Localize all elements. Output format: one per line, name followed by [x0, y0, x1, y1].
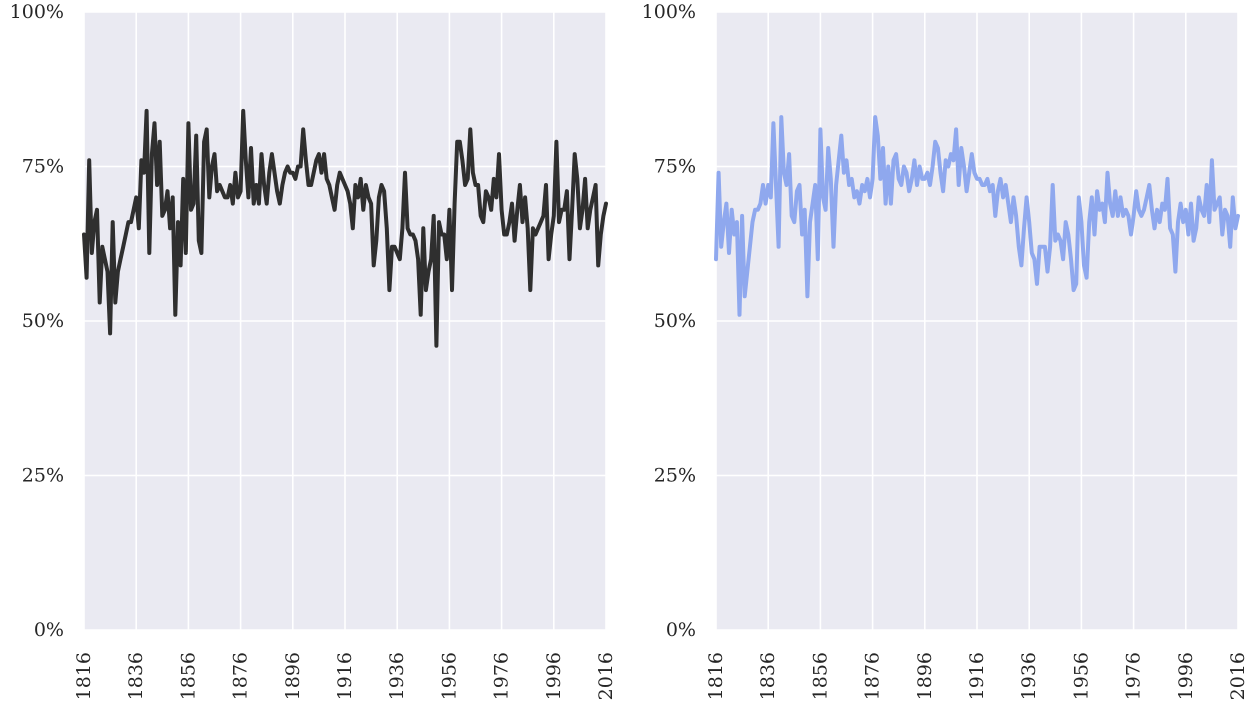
series-line	[82, 108, 608, 348]
series-line	[714, 115, 1240, 317]
x-tick-label: 1956	[438, 652, 460, 700]
x-tick-label: 1816	[73, 652, 95, 700]
x-tick-label: 1836	[125, 652, 147, 700]
x-tick-label: 1976	[491, 652, 513, 700]
x-tick-label: 1896	[914, 652, 936, 700]
y-tick-label: 0%	[34, 619, 64, 641]
y-tick-label: 0%	[666, 619, 696, 641]
x-tick-label: 1856	[177, 652, 199, 700]
x-tick-label: 1896	[282, 652, 304, 700]
x-tick-label: 1856	[809, 652, 831, 700]
y-tick-label: 75%	[654, 156, 696, 178]
x-tick-label: 2016	[595, 652, 617, 700]
y-tick-label: 50%	[22, 310, 64, 332]
x-tick-label: 1936	[1018, 652, 1040, 700]
x-tick-label: 1976	[1123, 652, 1145, 700]
chart-right: 1816 1836 1856 1876 1896 1916 1936 1956 1976 1996…	[642, 1, 1249, 700]
x-tick-label: 1876	[862, 652, 884, 700]
x-tick-label: 1916	[334, 652, 356, 700]
x-tick-label: 1996	[543, 652, 565, 700]
x-tick-label: 1816	[705, 652, 727, 700]
x-tick-label: 1936	[386, 652, 408, 700]
y-tick-label: 100%	[642, 1, 696, 23]
y-tick-label: 25%	[22, 465, 64, 487]
y-tick-label: 100%	[10, 1, 64, 23]
x-tick-label: 1996	[1175, 652, 1197, 700]
x-tick-label: 1876	[230, 652, 252, 700]
y-tick-label: 75%	[22, 156, 64, 178]
y-tick-label: 25%	[654, 465, 696, 487]
x-tick-label: 1916	[966, 652, 988, 700]
chart-left: 1816 1836 1856 1876 1896 1916 1936 1956 1976 1996…	[10, 1, 617, 700]
x-tick-label: 1836	[757, 652, 779, 700]
x-tick-label: 2016	[1227, 652, 1249, 700]
y-tick-label: 50%	[654, 310, 696, 332]
x-tick-label: 1956	[1070, 652, 1092, 700]
